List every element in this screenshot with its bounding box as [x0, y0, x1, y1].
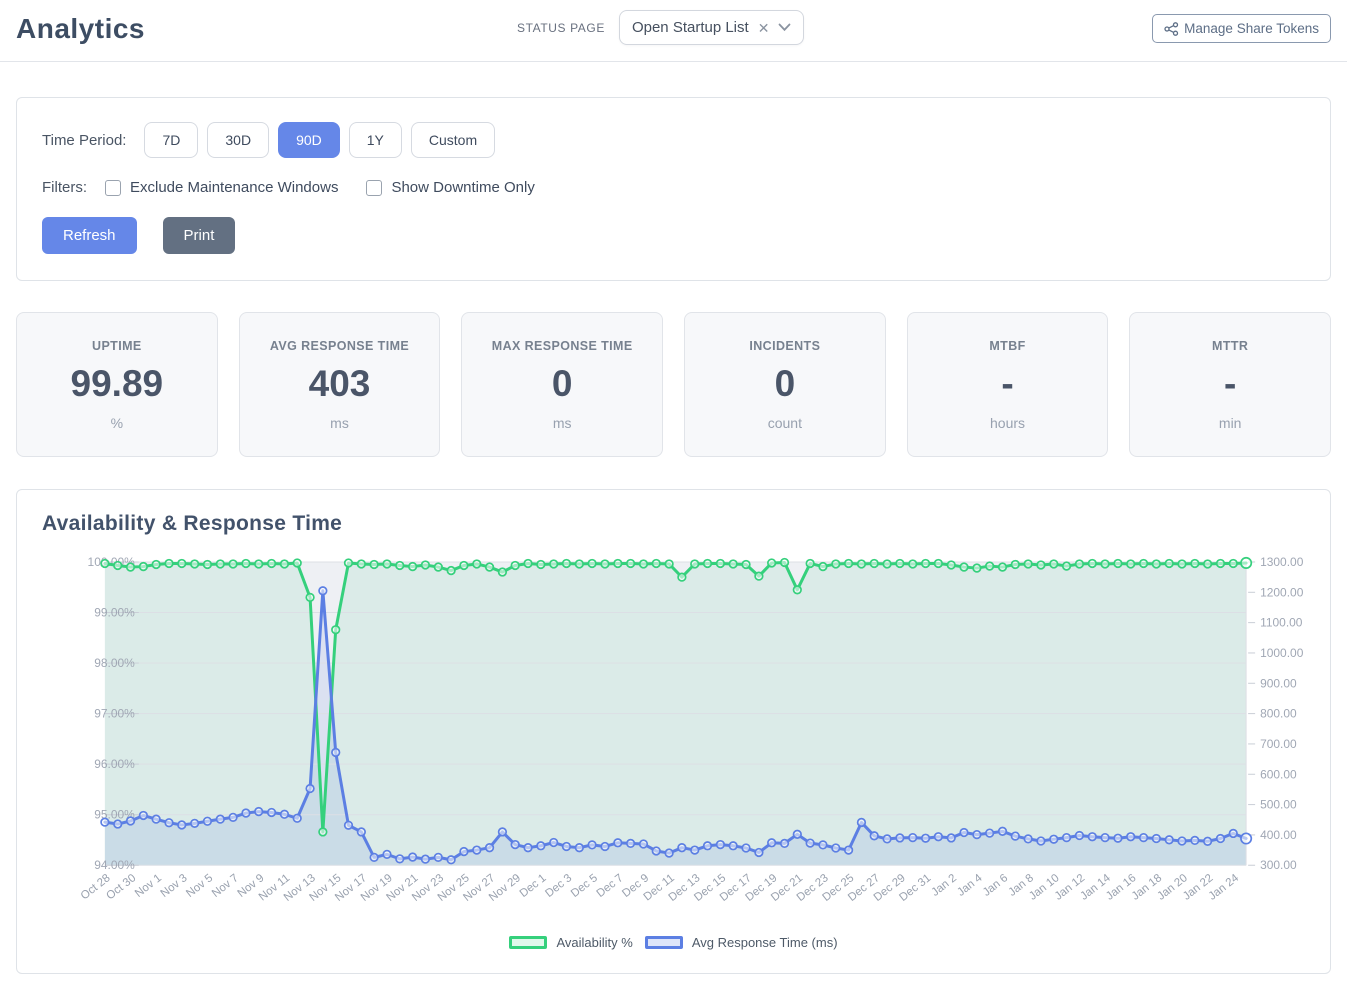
stat-unit: ms — [552, 414, 572, 431]
stat-unit: hours — [990, 414, 1026, 431]
svg-text:1100.00: 1100.00 — [1260, 616, 1303, 630]
chart-title: Availability & Response Time — [42, 512, 343, 535]
svg-text:Jan 24: Jan 24 — [1207, 872, 1242, 903]
time-period-custom-button[interactable]: Custom — [410, 122, 496, 158]
time-period-90d-button[interactable]: 90D — [278, 122, 340, 158]
stat-card-mtbf: MTBF - hours — [906, 312, 1109, 457]
filter-panel: Time Period: 7D 30D 90D 1Y Custom Filters: E… — [16, 97, 1331, 281]
svg-text:Nov 5: Nov 5 — [184, 872, 215, 900]
status-page-value: Open Startup List — [631, 19, 749, 36]
share-icon — [1164, 21, 1179, 36]
top-bar: Analytics STATUS PAGE Open Startup List … — [0, 0, 1347, 62]
stat-value: - — [1224, 362, 1237, 404]
availability-response-chart: 100.00%99.00%98.00%97.00%96.00%95.00%94.… — [79, 555, 1304, 904]
svg-text:1300.00: 1300.00 — [1260, 555, 1304, 569]
stat-unit: % — [110, 414, 124, 431]
checkbox-icon[interactable] — [366, 179, 383, 196]
availability-legend-label: Availability % — [556, 934, 633, 950]
svg-text:96.00%: 96.00% — [94, 757, 135, 771]
stat-card-avg-response-time: AVG RESPONSE TIME 403 ms — [238, 312, 441, 457]
svg-text:Jan 6: Jan 6 — [981, 872, 1011, 899]
svg-text:700.00: 700.00 — [1260, 737, 1297, 751]
manage-share-tokens-label: Manage Share Tokens — [1184, 21, 1319, 36]
availability-legend-swatch — [509, 935, 548, 949]
svg-text:99.00%: 99.00% — [94, 606, 135, 620]
filter-checkboxes: Exclude Maintenance Windows Show Downtime… — [105, 179, 563, 196]
svg-text:Jan 2: Jan 2 — [930, 872, 960, 899]
svg-text:Nov 7: Nov 7 — [210, 872, 241, 900]
time-period-30d-button[interactable]: 30D — [207, 122, 270, 158]
stat-value: 0 — [551, 362, 573, 404]
response-legend-label: Avg Response Time (ms) — [691, 934, 838, 950]
status-page-select[interactable]: Open Startup List ✕ — [618, 10, 805, 45]
svg-text:300.00: 300.00 — [1260, 858, 1297, 872]
svg-text:98.00%: 98.00% — [94, 656, 135, 670]
time-period-7d-button[interactable]: 7D — [144, 122, 199, 158]
svg-text:1200.00: 1200.00 — [1260, 585, 1304, 599]
stat-label: MTTR — [1212, 338, 1249, 353]
time-period-1y-button[interactable]: 1Y — [348, 122, 402, 158]
page-title: Analytics — [16, 12, 145, 44]
stat-unit: min — [1218, 414, 1242, 431]
checkbox-label: Exclude Maintenance Windows — [130, 179, 339, 196]
svg-text:Jan 4: Jan 4 — [955, 872, 985, 899]
svg-text:600.00: 600.00 — [1260, 767, 1297, 781]
stat-unit: ms — [330, 414, 349, 431]
refresh-button[interactable]: Refresh — [42, 217, 137, 254]
filters-label: Filters: — [42, 179, 87, 196]
stat-value: - — [1001, 362, 1014, 404]
stat-card-incidents: INCIDENTS 0 count — [684, 312, 886, 457]
stat-card-mttr: MTTR - min — [1129, 312, 1332, 457]
time-period-buttons: 7D 30D 90D 1Y Custom — [144, 122, 496, 158]
stat-unit: count — [767, 414, 802, 431]
svg-text:1000.00: 1000.00 — [1260, 646, 1304, 660]
svg-text:800.00: 800.00 — [1260, 707, 1297, 721]
stat-label: MTBF — [989, 338, 1026, 353]
chevron-down-icon — [779, 23, 791, 32]
svg-text:Dec 1: Dec 1 — [518, 872, 549, 900]
svg-text:900.00: 900.00 — [1260, 676, 1297, 690]
svg-text:Nov 1: Nov 1 — [133, 872, 164, 900]
stat-label: MAX RESPONSE TIME — [491, 338, 633, 353]
stat-value: 99.89 — [70, 362, 164, 404]
svg-text:500.00: 500.00 — [1260, 798, 1297, 812]
checkbox-label: Show Downtime Only — [391, 179, 535, 196]
print-button[interactable]: Print — [162, 217, 236, 254]
chart-card: Availability & Response Time 100.00% 99.0… — [16, 489, 1331, 975]
checkbox-exclude-maintenance-windows[interactable]: Exclude Maintenance Windows — [105, 179, 338, 196]
stat-value: 403 — [308, 362, 371, 404]
svg-text:Oct 30: Oct 30 — [104, 872, 138, 902]
response-legend-swatch — [644, 935, 683, 949]
stat-label: INCIDENTS — [749, 338, 821, 353]
status-page-label: STATUS PAGE — [517, 20, 605, 35]
svg-text:Dec 3: Dec 3 — [543, 872, 574, 900]
checkbox-show-downtime-only[interactable]: Show Downtime Only — [366, 179, 535, 196]
legend-item-response[interactable]: Avg Response Time (ms) — [644, 934, 838, 950]
time-period-label: Time Period: — [42, 131, 127, 149]
stat-value: 0 — [774, 362, 796, 404]
svg-text:Nov 3: Nov 3 — [159, 872, 190, 900]
svg-text:Dec 7: Dec 7 — [595, 872, 626, 900]
stat-label: AVG RESPONSE TIME — [269, 338, 410, 353]
stat-label: UPTIME — [92, 338, 142, 353]
stats-row: UPTIME 99.89% AVG RESPONSE TIME 403 ms MAX RE… — [16, 312, 1332, 457]
svg-text:94.00%: 94.00% — [94, 858, 135, 872]
status-page-group: STATUS PAGE Open Startup List ✕ — [517, 10, 805, 45]
stat-card-uptime: UPTIME 99.89% — [16, 312, 218, 457]
svg-text:Dec 5: Dec 5 — [569, 872, 600, 900]
manage-share-tokens-button[interactable]: Manage Share Tokens — [1152, 14, 1331, 43]
legend-item-availability[interactable]: Availability % — [509, 934, 633, 950]
svg-text:400.00: 400.00 — [1260, 828, 1297, 842]
stat-card-max-response-time: MAX RESPONSE TIME 0 ms — [461, 312, 664, 457]
clear-selection-icon[interactable]: ✕ — [757, 19, 770, 36]
chart-legend: Availability % Avg Response Time (ms) — [42, 929, 1305, 955]
svg-text:97.00%: 97.00% — [94, 707, 135, 721]
checkbox-icon[interactable] — [105, 179, 121, 196]
